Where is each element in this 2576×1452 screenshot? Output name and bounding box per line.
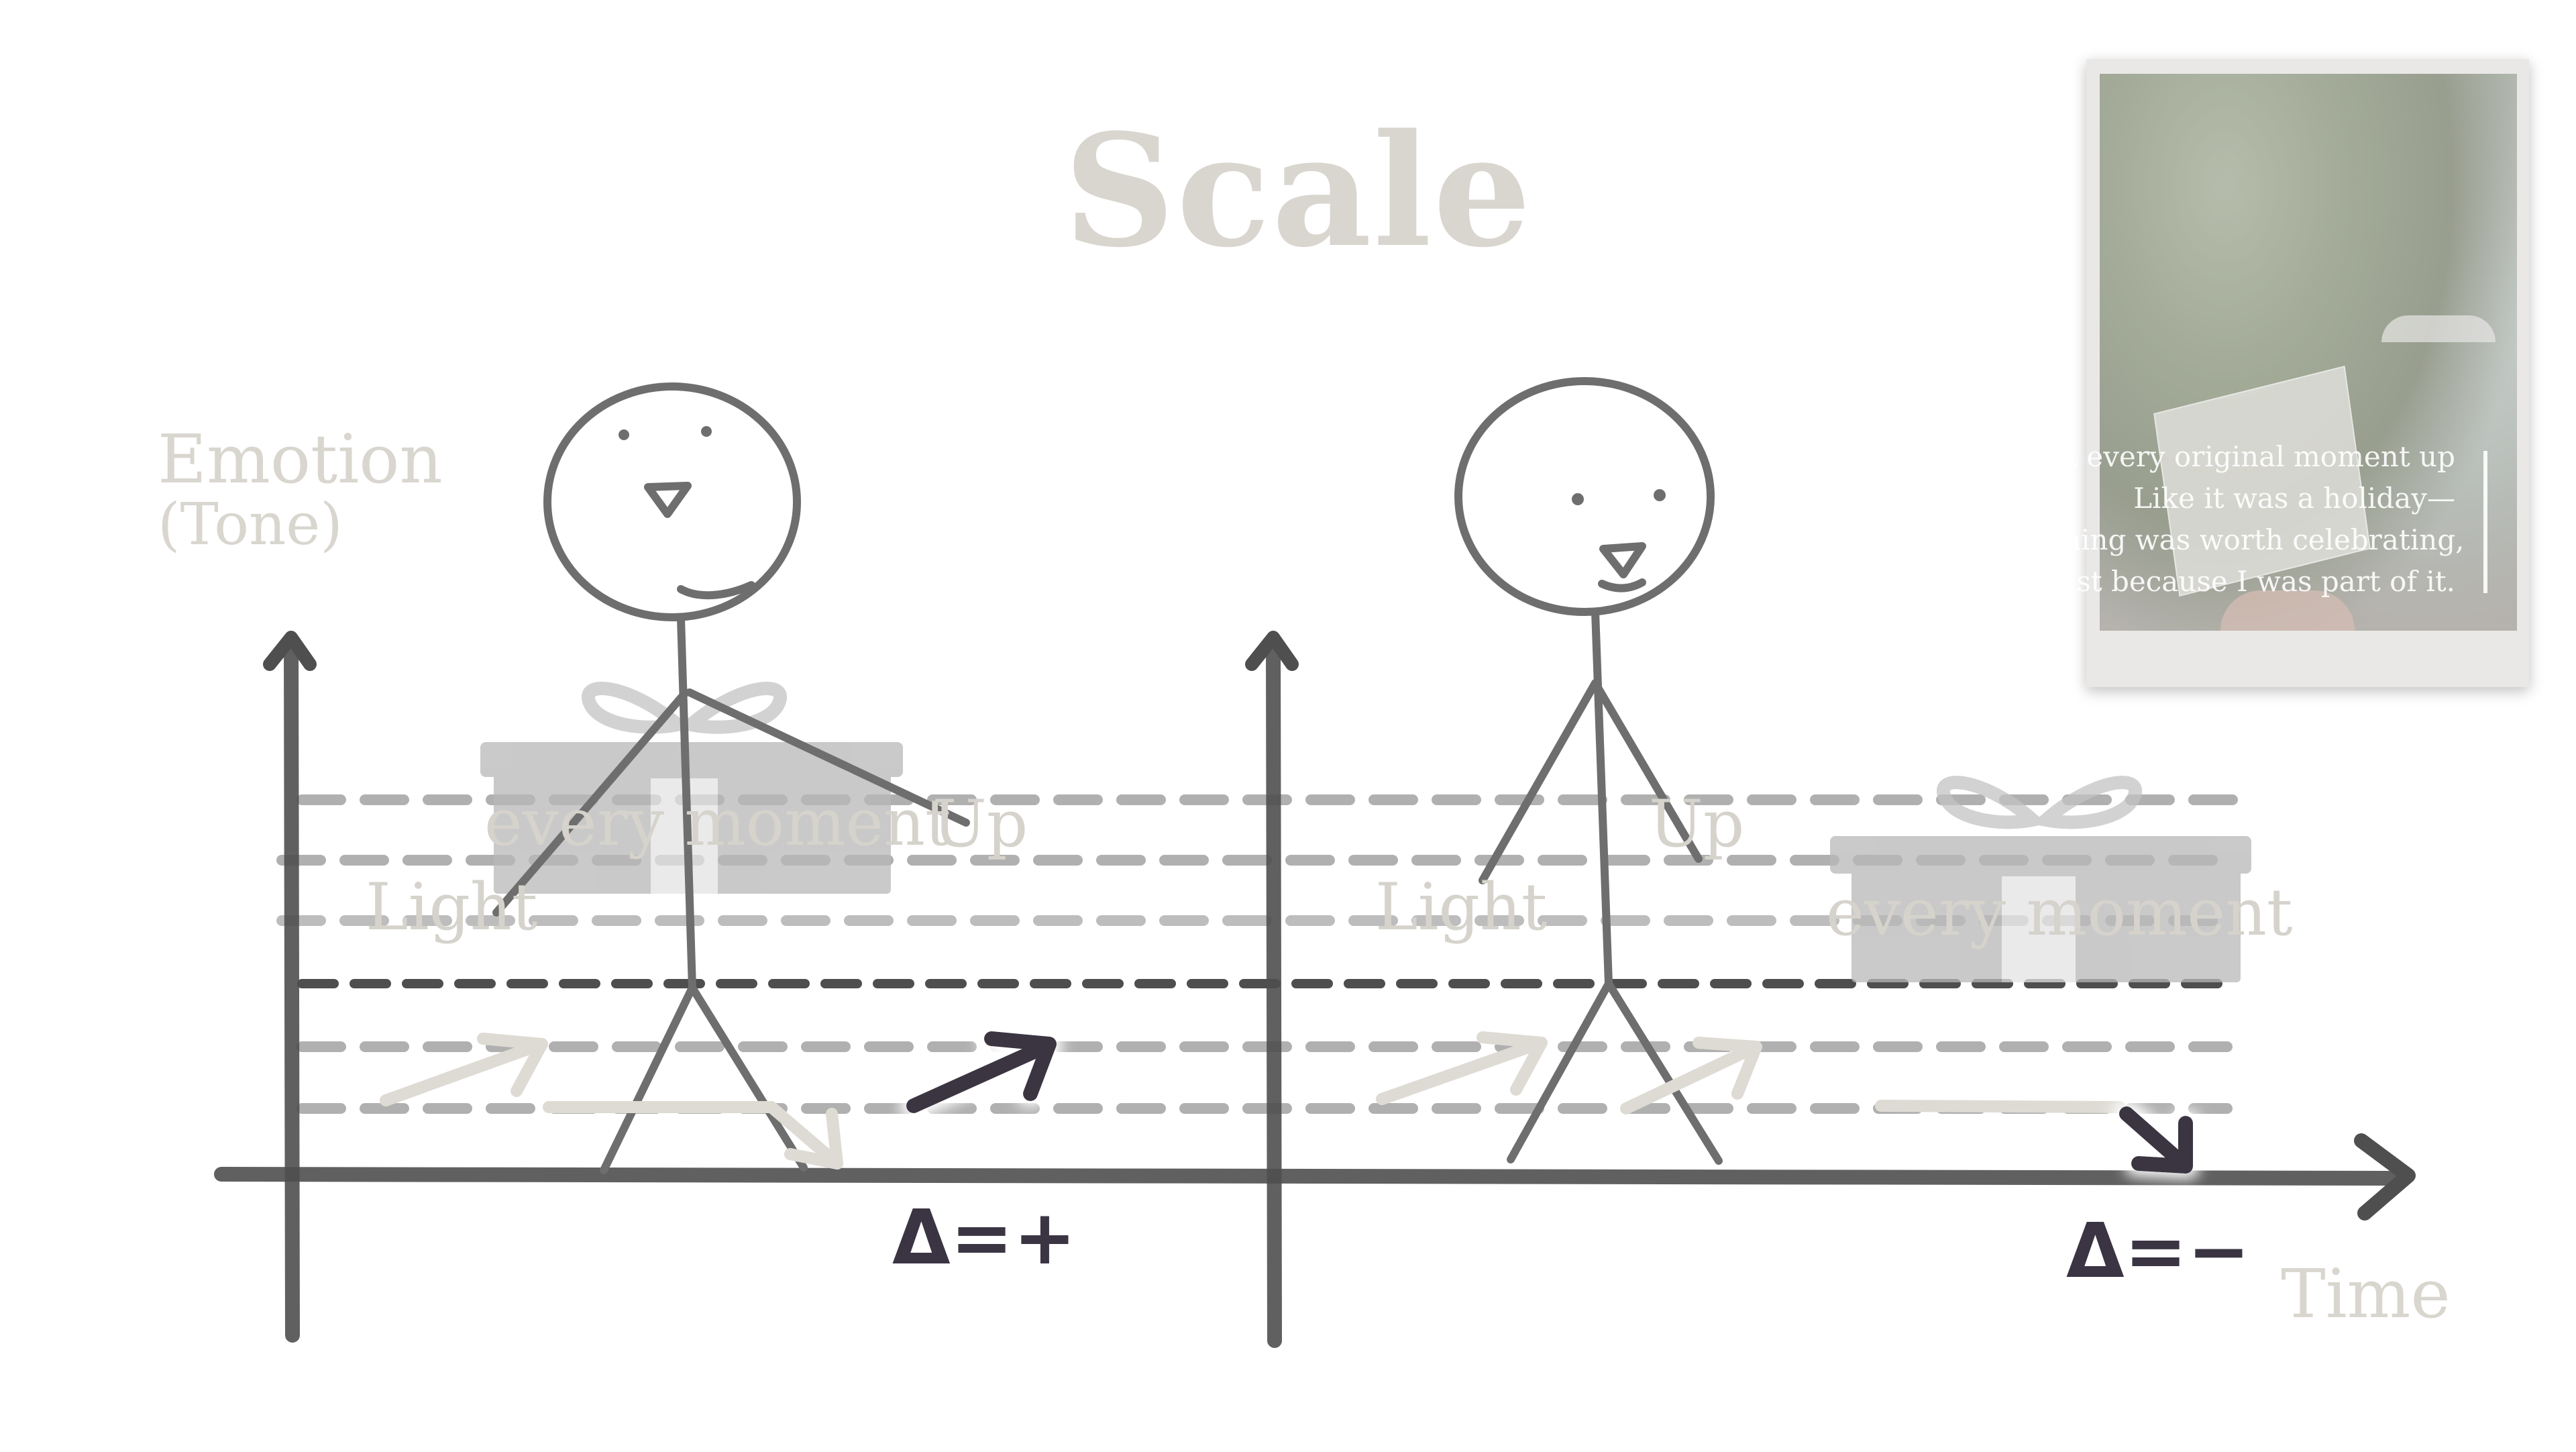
arm <box>492 688 690 917</box>
arrow-flat-down-faint <box>543 1101 843 1170</box>
head <box>543 382 801 621</box>
caption-bar <box>2483 451 2487 593</box>
stick-figure-right <box>1454 377 1723 1165</box>
y-axis-label-line2: (Tone) <box>158 491 343 558</box>
x-axis-label: Time <box>2281 1255 2451 1333</box>
arm <box>686 688 970 827</box>
arm <box>1591 679 1703 863</box>
eye <box>619 429 629 440</box>
body <box>1591 608 1613 988</box>
arrow-up-faint <box>1620 1041 1762 1114</box>
photo-card <box>2086 59 2529 687</box>
caption-line: just because I was part of it. <box>2049 565 2455 598</box>
arrow-flat-faint <box>1875 1100 2126 1113</box>
light-label-left: Light <box>366 870 538 945</box>
delta-arrows <box>906 1031 2193 1174</box>
eye <box>1654 489 1666 501</box>
caption-line: as if anything was worth celebrating, <box>1932 523 2465 556</box>
arrow-up-dark <box>906 1038 1055 1113</box>
caption-line: You lit every original moment up <box>1988 440 2455 473</box>
photo-caption: You lit every original moment up Like it… <box>1932 436 2465 603</box>
caption-line: Like it was a holiday— <box>2133 482 2455 515</box>
faint-arrows <box>380 1031 2126 1170</box>
mouth <box>677 581 755 600</box>
arrow-up-faint <box>1376 1037 1548 1105</box>
nose <box>644 482 692 518</box>
light-label-right: Light <box>1375 870 1548 945</box>
eye <box>1572 493 1584 505</box>
leg <box>688 984 808 1172</box>
arrow-up-faint <box>380 1038 548 1106</box>
stick-figure-left <box>492 382 970 1174</box>
gift-text-right: every moment <box>1826 875 2293 950</box>
emotion-axis-right <box>1245 631 1299 1348</box>
leg <box>600 984 696 1174</box>
body <box>677 615 696 992</box>
nose <box>1599 542 1646 578</box>
page-title: Scale <box>1063 101 1533 282</box>
up-label-right: Up <box>1649 786 1745 862</box>
arm <box>1479 679 1599 884</box>
delta-negative-label: Δ=− <box>2066 1208 2251 1295</box>
eye <box>701 426 712 437</box>
umbrella-shape <box>2381 315 2496 342</box>
time-axis <box>214 1133 2416 1221</box>
arrow-down-dark <box>2119 1106 2190 1171</box>
photo-image <box>2100 74 2517 631</box>
y-axis-label-line1: Emotion <box>158 420 443 499</box>
head <box>1454 377 1715 616</box>
emotion-axis-left <box>263 631 317 1343</box>
delta-positive-label: Δ=+ <box>892 1194 1077 1282</box>
up-label-left: Up <box>932 786 1028 862</box>
leg <box>1507 980 1613 1163</box>
hand-shape <box>2220 590 2355 631</box>
gift-text-left: every moment <box>484 785 951 860</box>
y-axis-label: Emotion (Tone) <box>158 424 443 555</box>
gift-box-right <box>1830 776 2251 982</box>
mouth <box>1598 578 1646 592</box>
leg <box>1605 980 1723 1165</box>
